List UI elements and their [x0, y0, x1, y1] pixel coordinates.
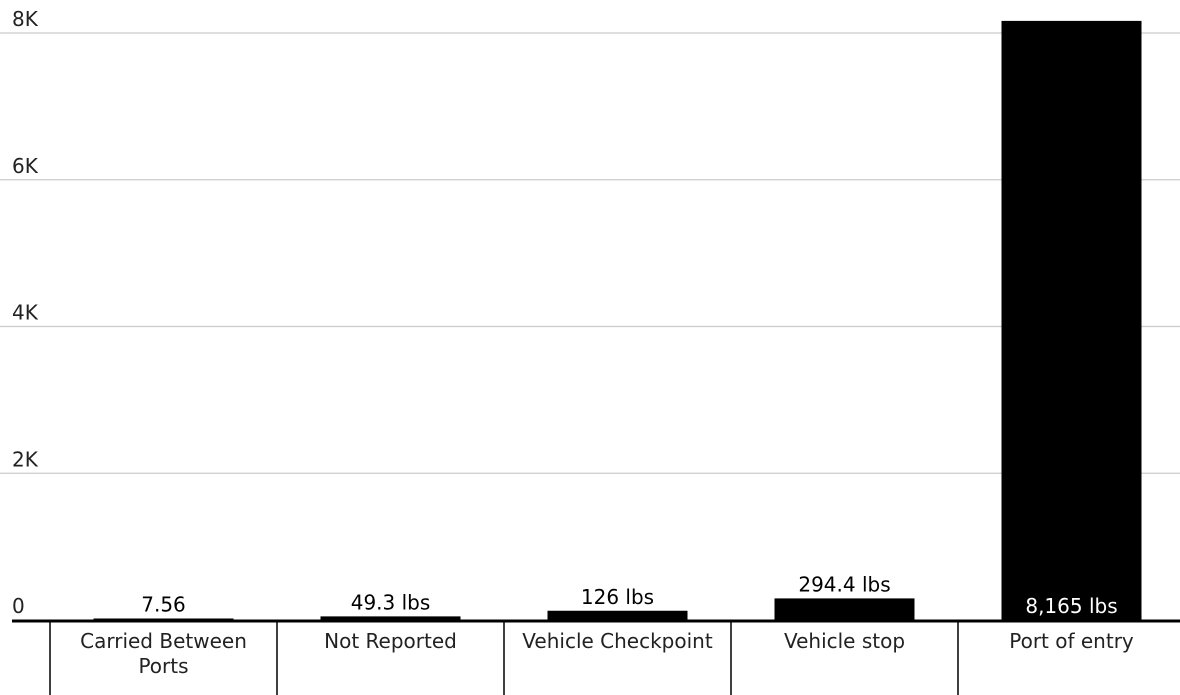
y-tick-label: 8K	[12, 7, 39, 31]
x-tick-label: Carried Between	[80, 629, 247, 653]
bar	[774, 598, 915, 620]
x-tick-label: Not Reported	[324, 629, 457, 653]
data-label: 8,165 lbs	[1025, 594, 1117, 618]
x-tick-label: Vehicle Checkpoint	[522, 629, 713, 653]
bar	[547, 610, 688, 620]
x-tick-label: Port of entry	[1009, 629, 1134, 653]
x-tick-label: Vehicle stop	[784, 629, 905, 653]
y-tick-label: 0	[12, 594, 25, 618]
y-tick-label: 4K	[12, 301, 39, 325]
data-label: 126 lbs	[581, 585, 654, 609]
y-tick-label: 6K	[12, 154, 39, 178]
bar	[1001, 20, 1142, 620]
data-label: 7.56	[141, 593, 186, 617]
x-tick-label: Ports	[138, 654, 188, 678]
y-tick-label: 2K	[12, 447, 39, 471]
bar	[320, 616, 461, 620]
data-label: 294.4 lbs	[798, 572, 890, 596]
bar	[93, 618, 234, 620]
data-label: 49.3 lbs	[351, 590, 431, 614]
